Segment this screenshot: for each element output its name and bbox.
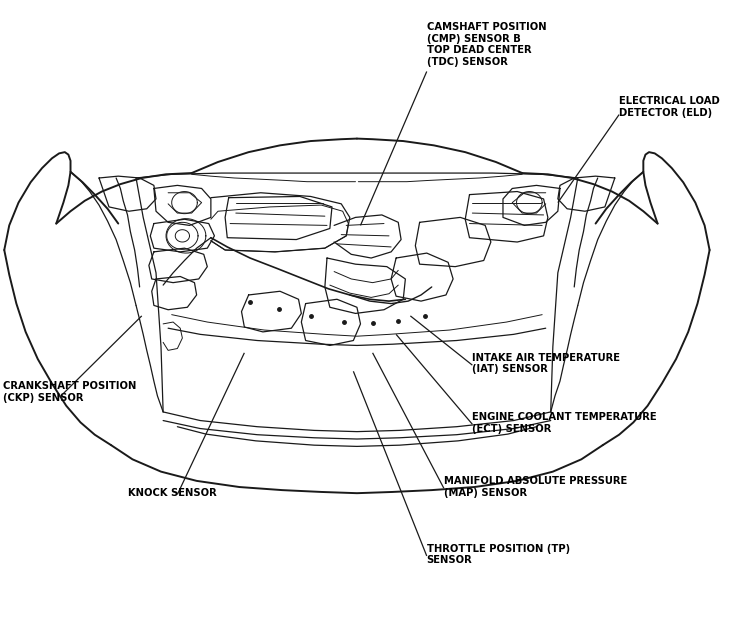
Text: CAMSHAFT POSITION
(CMP) SENSOR B
TOP DEAD CENTER
(TDC) SENSOR: CAMSHAFT POSITION (CMP) SENSOR B TOP DEA… xyxy=(426,22,546,67)
Text: CRANKSHAFT POSITION
(CKP) SENSOR: CRANKSHAFT POSITION (CKP) SENSOR xyxy=(3,381,136,403)
Text: KNOCK SENSOR: KNOCK SENSOR xyxy=(128,488,217,499)
Text: INTAKE AIR TEMPERATURE
(IAT) SENSOR: INTAKE AIR TEMPERATURE (IAT) SENSOR xyxy=(472,353,620,375)
Text: ENGINE COOLANT TEMPERATURE
(ECT) SENSOR: ENGINE COOLANT TEMPERATURE (ECT) SENSOR xyxy=(472,412,657,434)
Text: ELECTRICAL LOAD
DETECTOR (ELD): ELECTRICAL LOAD DETECTOR (ELD) xyxy=(619,96,720,118)
Text: MANIFOLD ABSOLUTE PRESSURE
(MAP) SENSOR: MANIFOLD ABSOLUTE PRESSURE (MAP) SENSOR xyxy=(444,476,627,497)
Text: THROTTLE POSITION (TP)
SENSOR: THROTTLE POSITION (TP) SENSOR xyxy=(426,544,570,565)
